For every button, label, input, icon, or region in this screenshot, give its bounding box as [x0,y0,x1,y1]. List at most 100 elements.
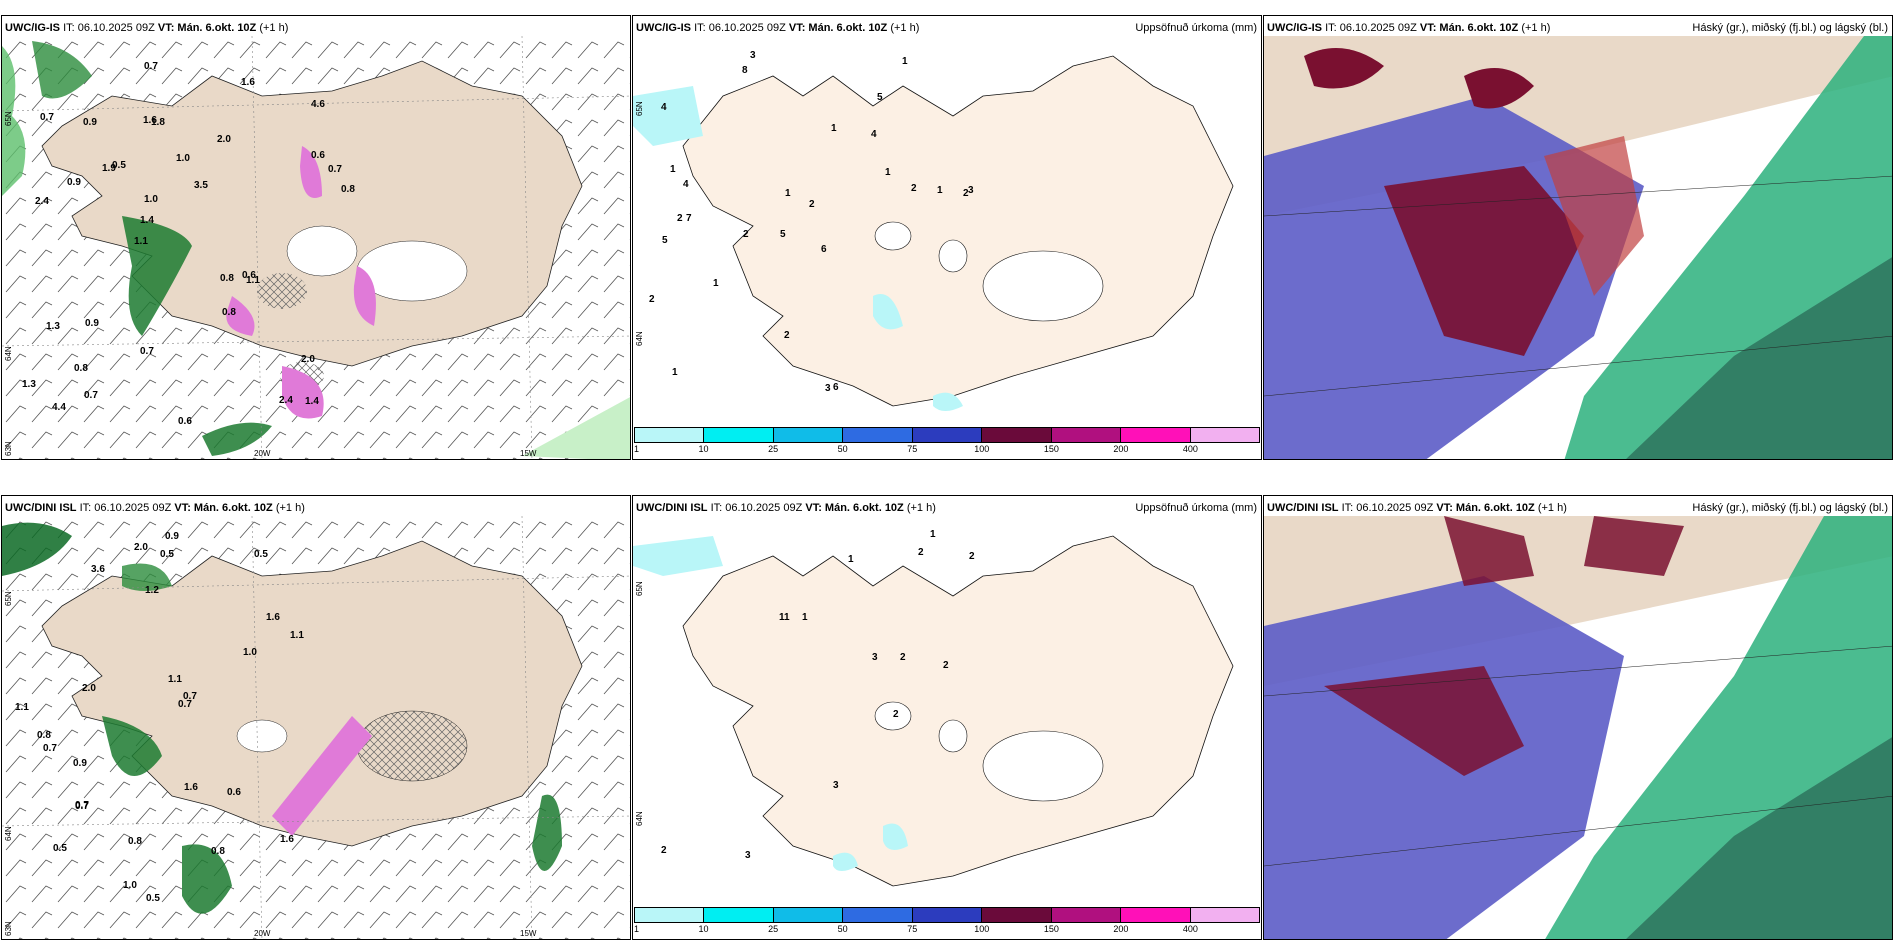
lon-label-right: 15W [520,929,537,938]
map-value-label: 1 [831,123,837,134]
map-value-label: 0.8 [220,273,234,284]
colorbar-tick-label: 1 [634,924,640,934]
map-value-label: 3 [825,383,831,394]
map-value-label: 7 [686,213,692,224]
colorbar-tick-label: 1 [634,444,640,454]
precip-map [633,55,1234,411]
colorbar-swatch [1190,908,1259,922]
map-value-label: 0.9 [85,318,99,329]
map-value-label: 1 [930,529,936,540]
model-name: UWC/DINI ISL [1267,502,1339,514]
valid-time: VT: Mán. 6.okt. 10Z [157,22,257,34]
precip-panel-row2: UWC/DINI ISL IT: 06.10.2025 09Z VT: Mán.… [632,495,1262,940]
lon-label-left: 20W [254,449,271,458]
map-value-label: 2 [900,652,906,663]
map-value-label: 0.9 [165,531,179,542]
map-value-label: 3.6 [91,564,105,575]
lon-label-right: 15W [520,449,537,458]
panel-header: UWC/IG-IS IT: 06.10.2025 09Z VT: Mán. 6.… [1264,20,1892,36]
map-value-label: 2 [784,330,790,341]
map-value-label: 5 [662,235,668,246]
map-value-label: 2.0 [82,683,96,694]
map-value-label: 1 [885,167,891,178]
map-value-label: 1.6 [280,834,294,845]
precip-title: Uppsöfnuð úrkoma (mm) [1135,502,1257,514]
map-value-label: 0.7 [75,800,89,811]
lead-time: (+1 h) [259,22,289,34]
cloud-panel-row1: UWC/IG-IS IT: 06.10.2025 09Z VT: Mán. 6.… [1263,15,1893,460]
colorbar-tick-label: 50 [837,924,848,934]
map-value-label: 0.7 [43,743,57,754]
map-value-label: 1.4 [305,396,319,407]
colorbar-swatch [635,428,705,442]
colorbar-tick-label: 25 [768,924,779,934]
lead-time: (+1 h) [890,22,920,34]
cloud-map [1264,516,1892,939]
colorbar-tick-label: 10 [698,924,709,934]
lat-label-mid: 64N [4,346,13,361]
map-value-label: 3.5 [194,180,208,191]
map-value-label: 1.3 [46,321,60,332]
map-value-label: 1 [802,612,808,623]
colorbar-swatches [634,907,1260,923]
map-value-label: 1 [670,164,676,175]
colorbar-swatch [1051,908,1122,922]
map-value-label: 0.7 [40,112,54,123]
map-value-label: 0.6 [227,787,241,798]
colorbar-swatch [1051,428,1122,442]
panel-header: UWC/IG-IS IT: 06.10.2025 09Z VT: Mán. 6.… [2,20,630,36]
colorbar-tick-label: 10 [698,444,709,454]
colorbar-swatch [982,428,1052,442]
lat-label-top: 65N [635,101,644,116]
lat-label-bottom: 63N [4,441,13,456]
wind-map [2,516,630,939]
map-value-label: 4.6 [311,99,325,110]
map-value-label: 2 [649,294,655,305]
map-value-label: 0.7 [75,801,89,812]
map-value-label: 1.6 [266,612,280,623]
precip-colorbar: 1 10 25 50 75 100 150 200 400 [634,427,1260,455]
map-value-label: 2.4 [279,395,293,406]
model-name: UWC/DINI ISL [636,502,708,514]
colorbar-swatch [912,428,983,442]
map-value-label: 2 [943,660,949,671]
map-value-label: 4 [683,179,689,190]
colorbar-swatch [982,908,1052,922]
lead-time: (+1 h) [906,502,936,514]
colorbar-tick-label: 200 [1113,924,1129,934]
map-value-label: 2 [893,709,899,720]
map-value-label: 4 [871,129,877,140]
cloud-map [1264,36,1892,459]
map-value-label: 5 [877,92,883,103]
map-value-label: 2 [661,845,667,856]
lat-label-mid: 64N [635,811,644,826]
init-time: IT: 06.10.2025 09Z [710,502,803,514]
colorbar-swatch [843,908,913,922]
init-time: IT: 06.10.2025 09Z [694,22,786,34]
map-value-label: 1 [713,278,719,289]
init-time: IT: 06.10.2025 09Z [1341,502,1434,514]
map-value-label: 3 [745,850,751,861]
colorbar-swatch [1121,908,1191,922]
map-value-label: 2 [969,551,975,562]
map-value-label: 0.9 [73,758,87,769]
map-value-label: 0.8 [74,363,88,374]
map-value-label: 1.3 [22,379,36,390]
cloud-panel-row2: UWC/DINI ISL IT: 06.10.2025 09Z VT: Mán.… [1263,495,1893,940]
colorbar-tick-label: 75 [907,444,918,454]
map-value-label: 1.1 [290,630,304,641]
iceland-land [682,535,1234,887]
wind-panel-row1: UWC/IG-IS IT: 06.10.2025 09Z VT: Mán. 6.… [1,15,631,460]
map-value-label: 8 [742,65,748,76]
map-value-label: 2 [743,229,749,240]
colorbar-ticks: 1 10 25 50 75 100 150 200 400 [634,923,1260,935]
colorbar-tick-label: 25 [768,444,779,454]
map-value-label: 0.5 [112,160,126,171]
map-value-label: 2 [918,547,924,558]
map-value-label: 1.4 [140,215,154,226]
lead-time: (+1 h) [275,502,305,514]
init-time: IT: 06.10.2025 09Z [1325,22,1417,34]
colorbar-swatch [773,428,844,442]
map-value-label: 1 [848,554,854,565]
colorbar-tick-label: 200 [1113,444,1129,454]
